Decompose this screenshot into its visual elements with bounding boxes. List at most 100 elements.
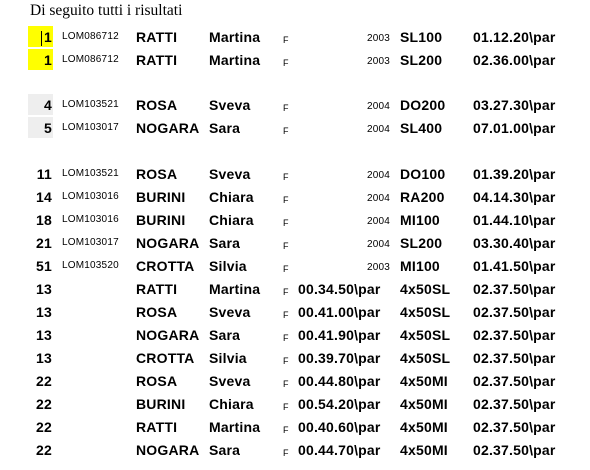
athlete-code-cell: LOM103520 bbox=[62, 260, 119, 271]
sex-cell: F bbox=[283, 333, 289, 343]
event-cell: 4x50SL bbox=[400, 327, 451, 343]
time-cell: 02.37.50\par bbox=[473, 442, 556, 458]
first-name-cell: Sara bbox=[209, 120, 241, 136]
first-name-cell: Martina bbox=[209, 419, 261, 435]
first-name-cell: Silvia bbox=[209, 258, 247, 274]
result-row: 22 BURINI Chiara F 00.54.20\par 4x50MI 02.37.5… bbox=[0, 393, 590, 415]
sex-cell: F bbox=[283, 287, 289, 297]
position-cell: 18 bbox=[36, 212, 52, 228]
time-cell: 02.37.50\par bbox=[473, 373, 556, 389]
athlete-code-cell: LOM103016 bbox=[62, 191, 119, 202]
last-name-cell: RATTI bbox=[136, 281, 178, 297]
last-name-cell: BURINI bbox=[136, 396, 186, 412]
athlete-code-cell: LOM103017 bbox=[62, 122, 119, 133]
event-cell: DO100 bbox=[400, 166, 446, 182]
sex-cell: F bbox=[283, 448, 289, 458]
first-name-cell: Sveva bbox=[209, 373, 251, 389]
result-row: 4 LOM103521 ROSA Sveva F 2004 DO200 03.27.30\pa… bbox=[0, 94, 590, 116]
first-name-cell: Sara bbox=[209, 442, 241, 458]
split-time-cell: 00.34.50\par bbox=[298, 281, 381, 297]
text-cursor bbox=[41, 31, 42, 46]
position-cell: 21 bbox=[36, 235, 52, 251]
sex-cell: F bbox=[283, 58, 289, 68]
result-row: 1 LOM086712 RATTI Martina F 2003 SL200 02.36.00… bbox=[0, 49, 590, 71]
event-cell: 4x50MI bbox=[400, 373, 448, 389]
last-name-cell: RATTI bbox=[136, 52, 178, 68]
athlete-code-cell: LOM103521 bbox=[62, 99, 119, 110]
time-cell: 01.44.10\par bbox=[473, 212, 556, 228]
athlete-code-cell: LOM103017 bbox=[62, 237, 119, 248]
sex-cell: F bbox=[283, 425, 289, 435]
sex-cell: F bbox=[283, 310, 289, 320]
last-name-cell: NOGARA bbox=[136, 120, 200, 136]
time-cell: 04.14.30\par bbox=[473, 189, 556, 205]
sex-cell: F bbox=[283, 241, 289, 251]
time-cell: 02.37.50\par bbox=[473, 327, 556, 343]
first-name-cell: Chiara bbox=[209, 212, 254, 228]
split-time-cell: 00.54.20\par bbox=[298, 396, 381, 412]
last-name-cell: BURINI bbox=[136, 189, 186, 205]
result-row: 14 LOM103016 BURINI Chiara F 2004 RA200 04.14.3… bbox=[0, 186, 590, 208]
position-cell: 13 bbox=[36, 281, 52, 297]
result-row: 18 LOM103016 BURINI Chiara F 2004 MI100 01.44.1… bbox=[0, 209, 590, 231]
last-name-cell: CROTTA bbox=[136, 258, 195, 274]
result-row: 11 LOM103521 ROSA Sveva F 2004 DO100 01.39.20\p… bbox=[0, 163, 590, 185]
first-name-cell: Chiara bbox=[209, 396, 254, 412]
athlete-code-cell: LOM086712 bbox=[62, 31, 119, 42]
birth-year-cell: 2004 bbox=[366, 170, 390, 181]
result-row: 51 LOM103520 CROTTA Silvia F 2003 MI100 01.41.5… bbox=[0, 255, 590, 277]
time-cell: 07.01.00\par bbox=[473, 120, 556, 136]
first-name-cell: Martina bbox=[209, 281, 261, 297]
position-cell: 14 bbox=[36, 189, 52, 205]
last-name-cell: ROSA bbox=[136, 97, 178, 113]
event-cell: 4x50MI bbox=[400, 419, 448, 435]
event-cell: 4x50MI bbox=[400, 396, 448, 412]
time-cell: 03.27.30\par bbox=[473, 97, 556, 113]
first-name-cell: Sveva bbox=[209, 166, 251, 182]
event-cell: DO200 bbox=[400, 97, 446, 113]
result-row: 5 LOM103017 NOGARA Sara F 2004 SL400 07.01.00\p… bbox=[0, 117, 590, 139]
event-cell: SL200 bbox=[400, 235, 443, 251]
result-row: 13 ROSA Sveva F 00.41.00\par 4x50SL 02.37.50\p… bbox=[0, 301, 590, 323]
time-cell: 02.37.50\par bbox=[473, 304, 556, 320]
result-row: 22 RATTI Martina F 00.40.60\par 4x50MI 02.37.5… bbox=[0, 416, 590, 438]
first-name-cell: Martina bbox=[209, 52, 261, 68]
first-name-cell: Sveva bbox=[209, 97, 251, 113]
split-time-cell: 00.39.70\par bbox=[298, 350, 381, 366]
event-cell: 4x50SL bbox=[400, 281, 451, 297]
birth-year-cell: 2004 bbox=[366, 239, 390, 250]
last-name-cell: RATTI bbox=[136, 419, 178, 435]
birth-year-cell: 2004 bbox=[366, 193, 390, 204]
position-cell: 13 bbox=[36, 327, 52, 343]
first-name-cell: Sveva bbox=[209, 304, 251, 320]
position-cell: 22 bbox=[36, 373, 52, 389]
result-row: 13 RATTI Martina F 00.34.50\par 4x50SL 02.37.5… bbox=[0, 278, 590, 300]
last-name-cell: NOGARA bbox=[136, 442, 200, 458]
event-cell: 4x50SL bbox=[400, 350, 451, 366]
sex-cell: F bbox=[283, 402, 289, 412]
time-cell: 01.41.50\par bbox=[473, 258, 556, 274]
sex-cell: F bbox=[283, 35, 289, 45]
time-cell: 02.37.50\par bbox=[473, 281, 556, 297]
last-name-cell: CROTTA bbox=[136, 350, 195, 366]
position-highlight bbox=[28, 94, 53, 115]
athlete-code-cell: LOM103016 bbox=[62, 214, 119, 225]
position-highlight bbox=[28, 26, 53, 47]
last-name-cell: BURINI bbox=[136, 212, 186, 228]
result-row: 13 NOGARA Sara F 00.41.90\par 4x50SL 02.37.50\… bbox=[0, 324, 590, 346]
last-name-cell: ROSA bbox=[136, 373, 178, 389]
sex-cell: F bbox=[283, 356, 289, 366]
time-cell: 01.12.20\par bbox=[473, 29, 556, 45]
event-cell: 4x50MI bbox=[400, 442, 448, 458]
first-name-cell: Martina bbox=[209, 29, 261, 45]
time-cell: 03.30.40\par bbox=[473, 235, 556, 251]
result-row: 1 LOM086712 RATTI Martina F 2003 SL100 01.12.20… bbox=[0, 26, 590, 48]
event-cell: 4x50SL bbox=[400, 304, 451, 320]
result-row: 22 ROSA Sveva F 00.44.80\par 4x50MI 02.37.50\p… bbox=[0, 370, 590, 392]
position-cell: 13 bbox=[36, 304, 52, 320]
sex-cell: F bbox=[283, 103, 289, 113]
sex-cell: F bbox=[283, 126, 289, 136]
position-cell: 4 bbox=[44, 97, 52, 113]
position-cell: 13 bbox=[36, 350, 52, 366]
last-name-cell: ROSA bbox=[136, 304, 178, 320]
